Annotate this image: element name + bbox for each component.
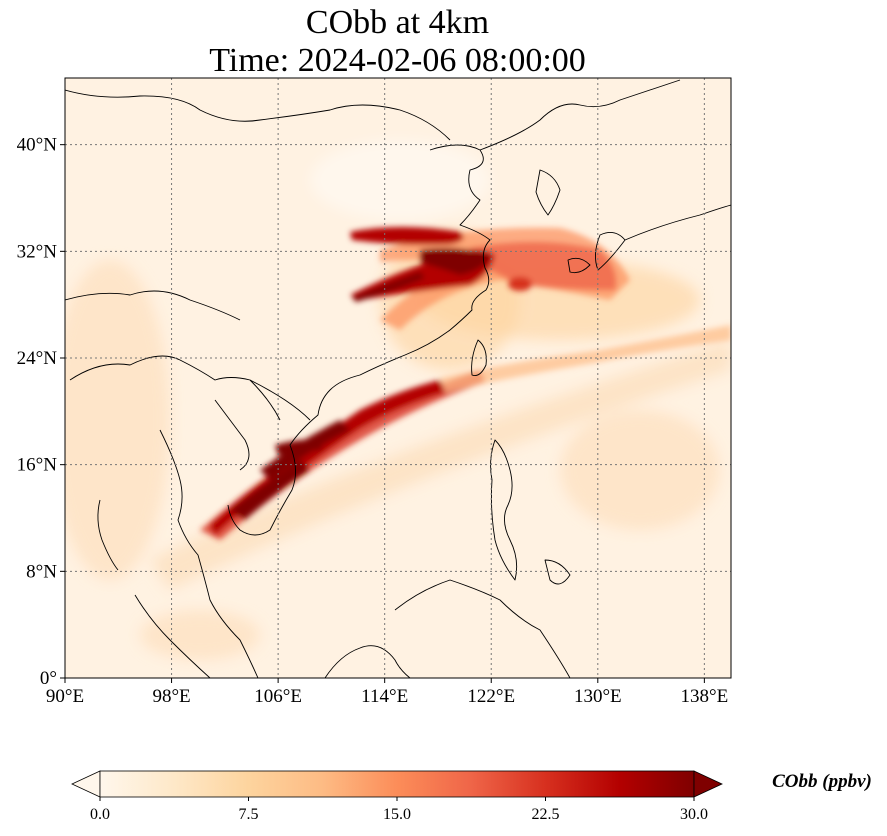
colorbar-max-extend [693,770,723,798]
longitude-axis: 90°E 98°E 106°E 114°E 122°E 130°E 138°E [46,678,728,707]
lon-tick-label: 122°E [467,686,515,707]
lon-tick-label: 90°E [46,686,84,707]
lat-tick-label: 8°N [26,561,57,582]
latitude-axis: 0° 8°N 16°N 24°N 32°N 40°N [17,135,65,689]
lon-tick-label: 98°E [152,686,190,707]
gridlines [65,78,731,678]
colorbar-tick-label: 0.0 [90,806,110,823]
colorbar-title: CObb (ppbv) [772,771,872,792]
map-title: CObb at 4km [305,4,490,41]
colorbar-tick-label: 15.0 [383,806,411,823]
map-plot-area [65,78,731,678]
lat-tick-label: 32°N [17,241,58,262]
map-frame [64,77,732,679]
lat-tick-label: 0° [40,668,57,689]
colorbar-tick-label: 22.5 [532,806,560,823]
lat-tick-label: 40°N [17,135,58,156]
lon-tick-label: 114°E [361,686,408,707]
colorbar-bar [99,770,695,798]
biomass-burning-plume-north [350,227,630,330]
lon-tick-label: 138°E [681,686,729,707]
colorbar-ticks: 0.0 7.5 15.0 22.5 30.0 [90,797,708,823]
lon-tick-label: 106°E [254,686,302,707]
lat-tick-label: 16°N [17,455,58,476]
coastlines-and-borders [65,79,731,678]
map-time-subtitle: Time: 2024-02-06 08:00:00 [209,42,586,79]
colorbar-tick-label: 7.5 [239,806,259,823]
colorbar: 0.0 7.5 15.0 22.5 30.0 CObb (ppbv) [71,770,872,823]
colorbar-tick-label: 30.0 [680,806,708,823]
lon-tick-label: 130°E [574,686,622,707]
lat-tick-label: 24°N [17,348,58,369]
colorbar-min-extend [71,770,101,798]
